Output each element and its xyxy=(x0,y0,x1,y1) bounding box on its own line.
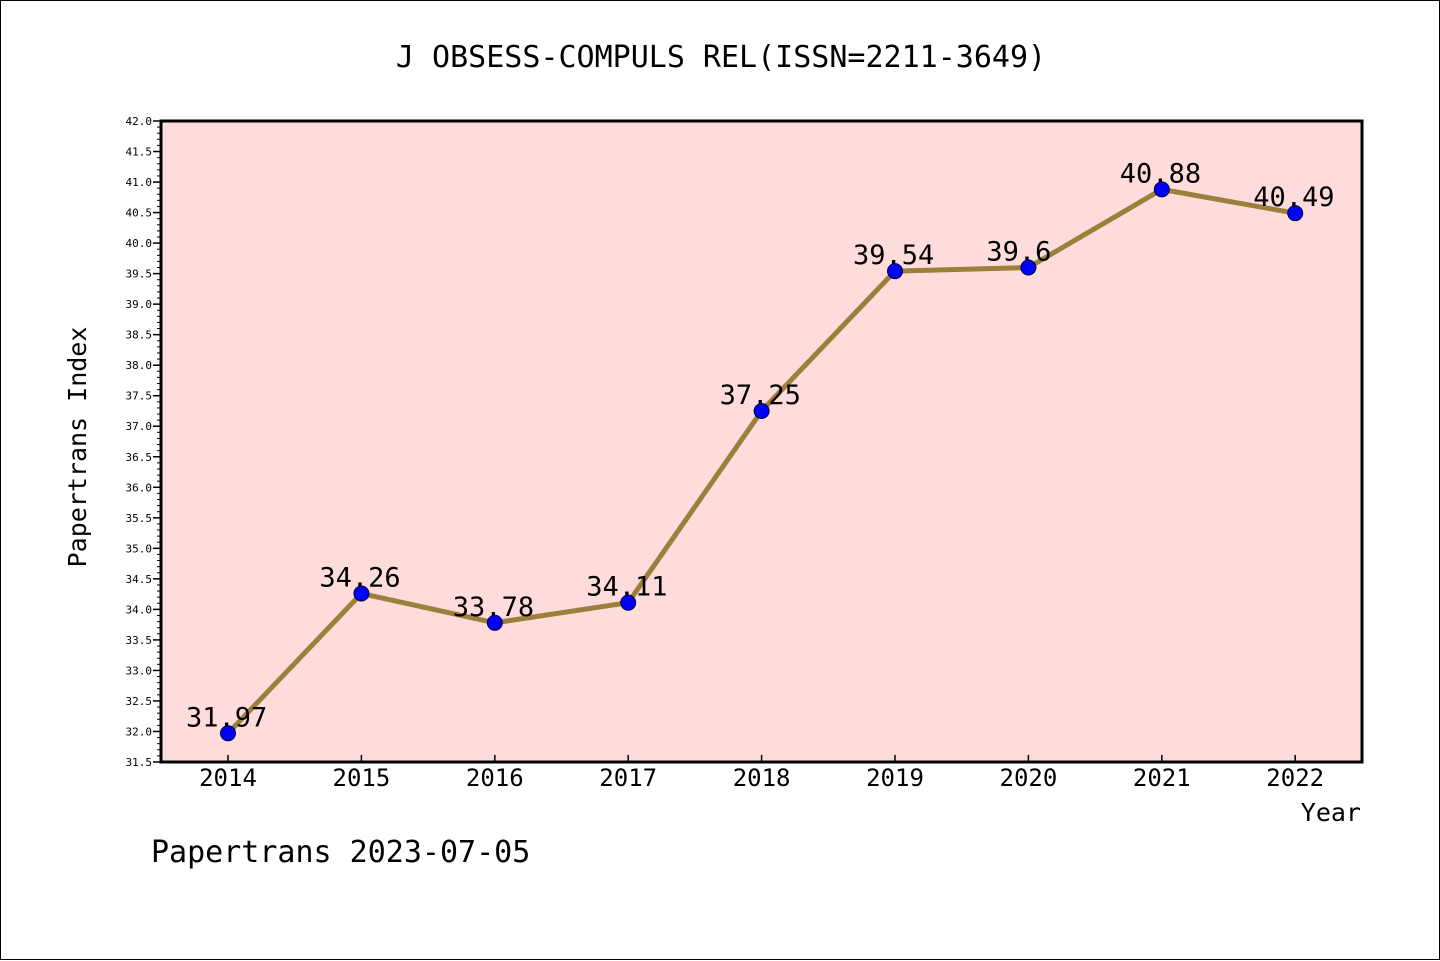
y-tick-label: 38.0 xyxy=(126,359,153,372)
x-tick-label: 2014 xyxy=(199,764,257,792)
x-tick-label: 2020 xyxy=(1000,764,1058,792)
y-tick-label: 36.5 xyxy=(126,451,153,464)
data-point xyxy=(620,594,637,611)
y-tick-label: 39.0 xyxy=(126,298,153,311)
data-label: 40.88 xyxy=(1120,158,1201,189)
y-tick-label: 35.5 xyxy=(126,512,153,525)
x-axis: 2014 2015 2016 2017 2018 2019 2020 2021 2022 xyxy=(199,755,1324,792)
data-point xyxy=(220,725,236,742)
y-tick-label: 32.0 xyxy=(126,725,153,738)
y-tick-label: 35.0 xyxy=(126,542,153,555)
y-tick-label: 38.5 xyxy=(126,329,153,342)
data-label: 39.54 xyxy=(853,240,934,271)
x-tick-label: 2017 xyxy=(599,764,657,792)
x-tick-label: 2022 xyxy=(1266,764,1324,792)
x-tick-label: 2018 xyxy=(733,764,791,792)
x-tick-label: 2019 xyxy=(866,764,924,792)
data-point xyxy=(1287,205,1304,222)
data-label: 33.78 xyxy=(453,592,534,623)
data-label: 40.49 xyxy=(1253,182,1334,213)
footer-credit: Papertrans 2023-07-05 xyxy=(151,835,531,870)
y-tick-label: 40.5 xyxy=(126,207,153,220)
y-tick-label: 33.5 xyxy=(126,634,153,647)
data-label: 37.25 xyxy=(720,380,801,411)
y-tick-label: 42.0 xyxy=(126,115,153,128)
data-label: 39.6 xyxy=(986,237,1051,268)
y-tick-label: 37.0 xyxy=(126,420,153,433)
plot-area xyxy=(159,119,1364,764)
y-tick-label: 37.5 xyxy=(126,390,153,403)
data-label: 34.11 xyxy=(586,572,667,603)
data-point xyxy=(1153,181,1170,198)
data-label: 31.97 xyxy=(186,702,267,733)
data-point xyxy=(887,263,903,280)
y-tick-label: 41.5 xyxy=(126,146,153,159)
y-tick-label: 41.0 xyxy=(126,176,153,189)
y-tick-label: 32.5 xyxy=(126,695,153,708)
y-axis: 31.5 32.0 32.5 33.0 33.5 34.0 34.5 35.0 35.5 36.0… xyxy=(126,115,161,769)
x-tick-label: 2021 xyxy=(1133,764,1191,792)
x-tick-label: 2016 xyxy=(466,764,524,792)
y-tick-label: 36.0 xyxy=(126,481,153,494)
x-tick-label: 2015 xyxy=(333,764,391,792)
data-point xyxy=(353,585,370,602)
y-tick-label: 40.0 xyxy=(126,237,153,250)
x-axis-label: Year xyxy=(1301,798,1361,827)
data-point xyxy=(1020,259,1037,276)
chart-title: J OBSESS-COMPULS REL(ISSN=2211-3649) xyxy=(396,40,1046,75)
y-tick-label: 33.0 xyxy=(126,664,153,677)
data-points xyxy=(220,181,1304,742)
data-labels: 31.97 34.26 33.78 34.11 37.25 39.54 39.6 40.88 4… xyxy=(186,158,1334,733)
data-point xyxy=(753,402,770,419)
y-tick-label: 39.5 xyxy=(126,268,153,281)
y-axis-label: Papertrans Index xyxy=(63,327,92,568)
y-tick-label: 34.5 xyxy=(126,573,153,586)
y-tick-label: 34.0 xyxy=(126,603,153,616)
data-label: 34.26 xyxy=(319,563,400,594)
data-point xyxy=(486,614,503,631)
y-tick-label: 31.5 xyxy=(126,756,153,769)
